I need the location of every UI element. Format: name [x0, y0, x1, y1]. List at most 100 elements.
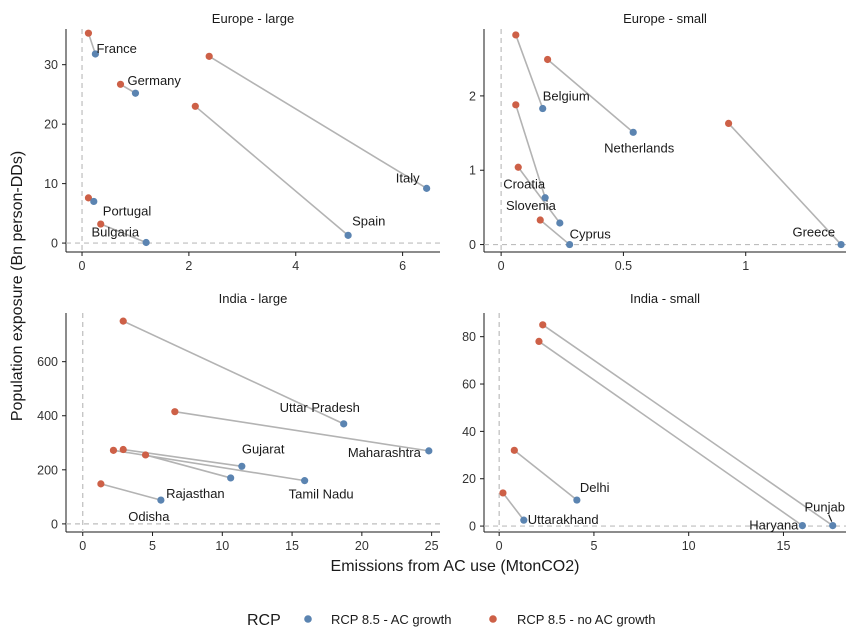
panel-india-small: India - small 0 5 10 15 0 20 40 60 80 Punjab Haryan… — [462, 291, 846, 553]
label-uttarakhand: Uttarakhand — [528, 512, 599, 527]
x-tick-label: 10 — [215, 539, 229, 553]
label-bulgaria: Bulgaria — [91, 224, 139, 239]
point-ac-growth-slovenia — [556, 219, 564, 227]
label-cyprus: Cyprus — [570, 227, 612, 242]
y-tick-label: 2 — [469, 89, 476, 103]
x-tick-label: 10 — [682, 539, 696, 553]
point-ac-growth-haryana — [798, 522, 807, 530]
label-odisha: Odisha — [128, 509, 170, 524]
x-tick-label: 1 — [742, 259, 749, 273]
point-no-ac-growth-slovenia — [514, 163, 522, 171]
y-tick-label: 80 — [462, 330, 476, 344]
label-slovenia: Slovenia — [506, 198, 557, 213]
x-tick-label: 2 — [185, 259, 192, 273]
label-leader-punjab — [828, 514, 833, 522]
point-ac-growth-greece — [837, 240, 845, 249]
x-axis-title: Emissions from AC use (MtonCO2) — [331, 558, 580, 575]
x-tick-label: 6 — [399, 259, 406, 273]
point-ac-growth-maharashtra — [425, 447, 433, 455]
point-no-ac-growth-maharashtra — [171, 408, 179, 416]
segment-greece — [728, 122, 842, 246]
segment-uttarakhand — [502, 492, 525, 521]
panel-india-large: India - large 0 5 10 15 20 25 0 200 400 600 Uttar P… — [37, 291, 440, 553]
point-ac-growth-netherlands — [629, 128, 637, 136]
panel-title: Europe - small — [623, 11, 707, 26]
point-ac-growth-spain — [344, 231, 352, 239]
point-no-ac-growth-odisha — [97, 480, 105, 488]
segment-maharashtra — [174, 410, 429, 452]
y-tick-label: 0 — [469, 520, 476, 534]
label-netherlands: Netherlands — [604, 140, 675, 155]
y-tick-label: 0 — [51, 517, 58, 531]
x-tick-label: 4 — [292, 259, 299, 273]
y-tick-label: 60 — [462, 378, 476, 392]
segment-netherlands — [547, 58, 634, 133]
panel-europe-large: Europe - large 0 2 4 6 0 10 20 30 France Germany It… — [44, 11, 440, 273]
x-tick-label: 15 — [777, 539, 791, 553]
x-tick-label: 0 — [79, 539, 86, 553]
y-tick-label: 200 — [37, 463, 58, 477]
y-tick-label: 0 — [51, 237, 58, 251]
point-no-ac-growth-portugal — [84, 194, 93, 202]
y-axis-title: Population exposure (Bn person-DDs) — [9, 151, 26, 421]
point-no-ac-growth-netherlands — [543, 55, 552, 64]
x-tick-label: 0 — [498, 259, 505, 273]
point-no-ac-growth-haryana — [535, 337, 543, 346]
x-tick-label: 0.5 — [615, 259, 632, 273]
segment-delhi — [513, 449, 578, 501]
point-ac-growth-gujarat — [238, 462, 246, 470]
label-gujarat: Gujarat — [242, 441, 285, 456]
y-tick-label: 40 — [462, 425, 476, 439]
y-tick-label: 400 — [37, 409, 58, 423]
label-uttar-pradesh: Uttar Pradesh — [280, 400, 360, 415]
segment-punjab — [542, 324, 834, 527]
point-no-ac-growth-uttarakhand — [499, 489, 507, 497]
legend-title: RCP — [247, 612, 281, 627]
point-no-ac-growth-france — [84, 29, 93, 37]
point-no-ac-growth-bulgaria — [97, 220, 105, 228]
legend-no-ac-growth-swatch — [489, 615, 497, 623]
point-no-ac-growth-germany — [116, 80, 125, 88]
label-haryana: Haryana — [749, 518, 799, 533]
x-tick-label: 0 — [79, 259, 86, 273]
point-no-ac-growth-gujarat — [119, 445, 127, 454]
point-ac-growth-germany — [131, 89, 140, 97]
point-no-ac-growth-punjab — [539, 321, 547, 329]
point-no-ac-growth-cyprus — [536, 216, 544, 224]
point-ac-growth-delhi — [573, 496, 581, 504]
label-greece: Greece — [792, 225, 835, 240]
segment-cyprus — [539, 219, 571, 246]
y-tick-label: 20 — [462, 472, 476, 486]
legend: RCP RCP 8.5 - AC growth RCP 8.5 - no AC … — [247, 612, 656, 627]
x-tick-label: 5 — [149, 539, 156, 553]
segment-uttar-pradesh — [122, 320, 345, 425]
label-tamil-nadu: Tamil Nadu — [289, 487, 354, 502]
point-ac-growth-italy — [423, 184, 431, 192]
label-spain: Spain — [352, 213, 385, 228]
point-no-ac-growth-croatia — [512, 101, 520, 109]
y-tick-label: 30 — [44, 58, 58, 72]
point-ac-growth-croatia — [541, 194, 549, 202]
point-no-ac-growth-greece — [724, 119, 733, 128]
point-ac-growth-uttarakhand — [520, 516, 528, 524]
y-tick-label: 600 — [37, 355, 58, 369]
x-tick-label: 5 — [590, 539, 597, 553]
panel-title: Europe - large — [212, 11, 294, 26]
label-maharashtra: Maharashtra — [348, 445, 422, 460]
segment-slovenia — [517, 166, 561, 224]
label-italy: Italy — [396, 170, 420, 185]
legend-no-ac-growth-label: RCP 8.5 - no AC growth — [517, 612, 656, 627]
label-france: France — [96, 41, 136, 56]
y-tick-label: 1 — [469, 164, 476, 178]
panel-title: India - small — [630, 291, 700, 306]
point-ac-growth-tamil-nadu — [301, 477, 309, 485]
panel-title: India - large — [219, 291, 288, 306]
point-ac-growth-belgium — [539, 104, 547, 113]
x-tick-label: 0 — [496, 539, 503, 553]
x-tick-label: 15 — [285, 539, 299, 553]
point-ac-growth-bulgaria — [142, 238, 150, 247]
y-tick-label: 0 — [469, 238, 476, 252]
segment-odisha — [100, 483, 162, 501]
legend-ac-growth-swatch — [304, 615, 312, 623]
